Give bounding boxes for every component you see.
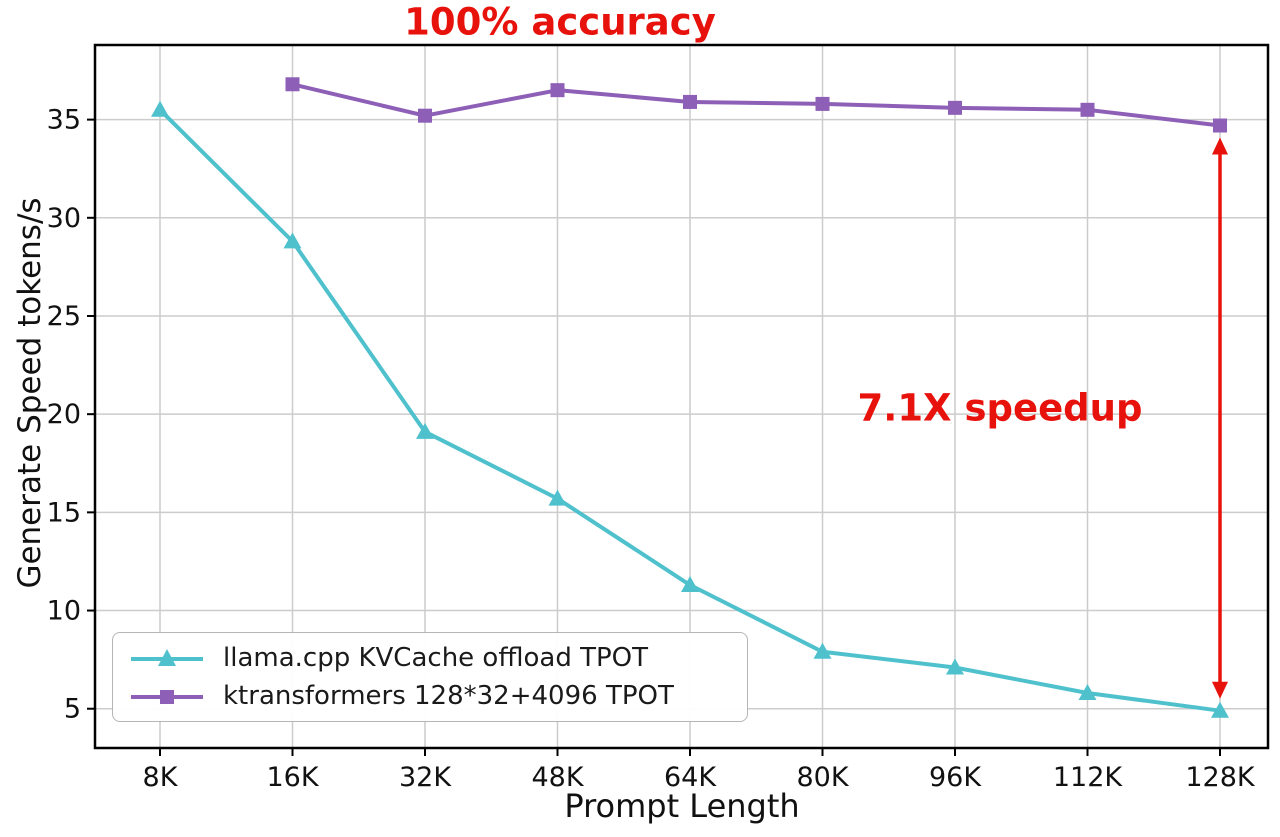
x-tick-label: 32K bbox=[399, 762, 452, 793]
x-tick-label: 48K bbox=[531, 762, 584, 793]
legend-item-llama: llama.cpp KVCache offload TPOT bbox=[127, 643, 733, 673]
series-marker-square bbox=[418, 108, 432, 123]
series-marker-square bbox=[815, 96, 830, 111]
x-tick-label: 16K bbox=[266, 762, 319, 793]
series-marker-triangle bbox=[681, 576, 699, 593]
x-tick-label: 128K bbox=[1185, 762, 1256, 793]
x-tick-label: 64K bbox=[664, 762, 717, 793]
series-marker-triangle bbox=[283, 232, 302, 249]
legend-line-sample-triangle bbox=[131, 649, 203, 666]
speedup-annotation: 7.1X speedup bbox=[857, 386, 1143, 430]
x-tick-label: 8K bbox=[143, 762, 179, 793]
series-marker-triangle bbox=[416, 422, 434, 439]
accuracy-annotation: 100% accuracy bbox=[404, 0, 716, 44]
legend-item-ktransformers: ktransformers 128*32+4096 TPOT bbox=[127, 681, 733, 711]
series-marker-square bbox=[285, 77, 300, 92]
series-marker-square bbox=[550, 83, 565, 98]
plot-border bbox=[93, 43, 1270, 750]
y-tick-label: 25 bbox=[47, 301, 81, 332]
x-tick-label: 96K bbox=[929, 762, 982, 793]
legend-line-sample-square bbox=[131, 690, 203, 704]
speedup-arrow-head-bottom bbox=[1212, 681, 1228, 699]
speedup-arrow-head-top bbox=[1212, 137, 1228, 155]
series-line-1 bbox=[290, 82, 1222, 128]
y-axis-label: Generate Speed tokens/s bbox=[12, 197, 48, 589]
chart-legend: llama.cpp KVCache offload TPOT ktransfor… bbox=[112, 632, 748, 722]
series-marker-triangle bbox=[548, 489, 567, 506]
y-tick-label: 10 bbox=[47, 596, 81, 627]
x-tick-label: 80K bbox=[796, 762, 849, 793]
x-axis-label: Prompt Length bbox=[564, 787, 800, 825]
y-tick-label: 5 bbox=[64, 694, 81, 725]
series-marker-triangle bbox=[946, 658, 964, 675]
series-marker-square bbox=[1080, 102, 1095, 117]
y-tick-label: 30 bbox=[47, 203, 81, 234]
series-marker-square bbox=[948, 100, 962, 115]
series-marker-square bbox=[683, 94, 697, 109]
series-marker-triangle bbox=[1078, 684, 1097, 701]
series-marker-triangle bbox=[151, 100, 169, 117]
legend-label-llama: llama.cpp KVCache offload TPOT bbox=[223, 643, 648, 673]
y-tick-label: 20 bbox=[47, 399, 81, 430]
y-tick-label: 15 bbox=[47, 497, 81, 528]
series-marker-triangle bbox=[1211, 701, 1229, 718]
y-tick-label: 35 bbox=[47, 105, 81, 136]
legend-label-ktransformers: ktransformers 128*32+4096 TPOT bbox=[223, 681, 674, 711]
series-marker-triangle bbox=[813, 642, 832, 659]
x-tick-label: 112K bbox=[1053, 762, 1124, 793]
series-marker-square bbox=[1213, 118, 1227, 133]
